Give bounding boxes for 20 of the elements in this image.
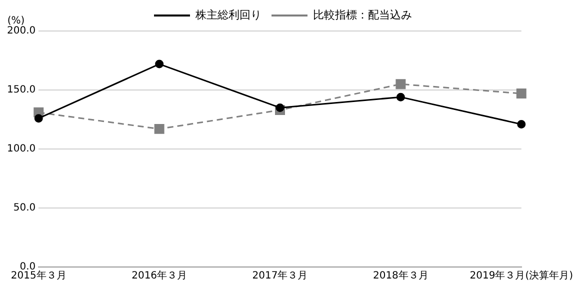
legend-label: 株主総利回り bbox=[194, 8, 262, 22]
point bbox=[276, 103, 284, 112]
y-tick-label: 50.0 bbox=[13, 202, 36, 214]
x-tick-label: 2018年３月 bbox=[372, 270, 428, 282]
x-tick-label: 2017年３月 bbox=[252, 270, 308, 282]
x-tick-label: 2016年３月 bbox=[132, 270, 188, 282]
point bbox=[154, 124, 164, 134]
x-tick-label: 2015年３月 bbox=[10, 270, 66, 282]
point bbox=[34, 114, 43, 123]
point bbox=[155, 60, 164, 68]
point bbox=[516, 88, 526, 99]
point bbox=[517, 120, 526, 128]
y-tick-label: 200.0 bbox=[6, 26, 36, 37]
y-axis-title: (%) bbox=[7, 16, 25, 27]
legend-label: 比較指標：配当込み bbox=[313, 8, 412, 22]
y-tick-label: 150.0 bbox=[6, 84, 36, 96]
point bbox=[396, 79, 406, 90]
point bbox=[396, 92, 405, 102]
x-tick-label: 2019年３月(決算年月) bbox=[470, 270, 574, 282]
y-tick-label: 100.0 bbox=[6, 144, 36, 155]
